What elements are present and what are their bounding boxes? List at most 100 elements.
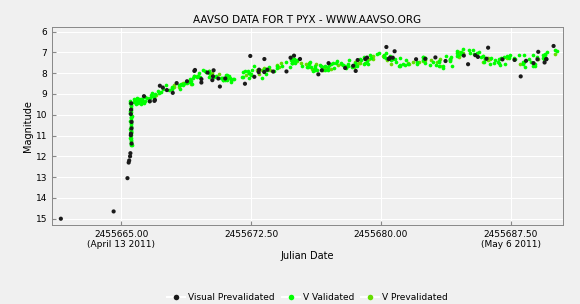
V Validated (225, 75, 234, 80)
V Validated (133, 97, 142, 102)
V Validated (126, 126, 135, 131)
V Validated (126, 125, 136, 130)
V Validated (194, 70, 204, 75)
V Prevalidated (309, 67, 318, 71)
V Validated (147, 93, 156, 98)
V Validated (126, 130, 136, 135)
V Prevalidated (404, 61, 414, 66)
Visual Prevalidated (533, 57, 542, 62)
V Validated (327, 62, 336, 67)
Visual Prevalidated (126, 151, 135, 156)
V Prevalidated (304, 60, 313, 65)
V Validated (135, 97, 144, 102)
V Validated (504, 56, 513, 61)
V Validated (139, 101, 148, 105)
V Validated (249, 64, 259, 69)
V Prevalidated (178, 81, 187, 86)
V Validated (126, 130, 136, 135)
V Validated (340, 64, 350, 68)
Visual Prevalidated (382, 45, 391, 50)
V Validated (490, 61, 499, 66)
V Validated (224, 73, 234, 78)
V Validated (329, 61, 338, 66)
V Validated (389, 56, 398, 61)
V Prevalidated (435, 56, 444, 61)
V Validated (445, 57, 454, 62)
V Prevalidated (419, 59, 428, 64)
V Prevalidated (273, 62, 282, 67)
V Validated (219, 78, 228, 83)
V Validated (425, 63, 434, 68)
V Prevalidated (254, 71, 263, 76)
V Validated (401, 62, 410, 67)
V Validated (520, 65, 530, 70)
V Prevalidated (149, 94, 158, 99)
V Prevalidated (260, 65, 269, 70)
V Validated (509, 56, 519, 60)
V Prevalidated (353, 62, 362, 67)
V Prevalidated (186, 82, 195, 87)
V Validated (374, 51, 383, 56)
V Validated (539, 57, 549, 62)
V Validated (226, 79, 235, 84)
V Validated (127, 114, 136, 119)
Visual Prevalidated (126, 107, 136, 112)
V Validated (321, 64, 330, 69)
V Validated (287, 60, 296, 65)
V Validated (365, 53, 374, 58)
Legend: Visual Prevalidated, V Validated, V Prevalidated: Visual Prevalidated, V Validated, V Prev… (167, 293, 448, 302)
V Validated (385, 54, 394, 59)
V Validated (550, 48, 560, 53)
V Validated (287, 60, 296, 65)
V Validated (345, 58, 354, 63)
V Validated (204, 71, 213, 75)
V Validated (420, 55, 429, 60)
V Prevalidated (326, 66, 335, 71)
V Validated (126, 122, 136, 127)
V Validated (218, 76, 227, 81)
Visual Prevalidated (250, 74, 259, 79)
V Validated (434, 64, 444, 68)
Visual Prevalidated (470, 53, 480, 58)
V Validated (289, 58, 299, 63)
Visual Prevalidated (516, 74, 525, 79)
V Prevalidated (480, 57, 490, 62)
Visual Prevalidated (182, 79, 191, 84)
V Validated (289, 57, 298, 61)
V Prevalidated (378, 54, 387, 59)
V Validated (394, 64, 404, 68)
V Validated (195, 74, 205, 79)
V Validated (458, 47, 467, 51)
V Validated (137, 99, 146, 104)
V Validated (126, 141, 135, 146)
V Validated (126, 108, 135, 112)
V Validated (418, 55, 427, 60)
Visual Prevalidated (158, 85, 168, 90)
V Validated (193, 74, 202, 79)
V Validated (190, 74, 199, 78)
V Prevalidated (403, 60, 412, 65)
V Validated (129, 100, 139, 105)
V Validated (146, 93, 155, 98)
V Validated (137, 97, 147, 102)
V Prevalidated (483, 56, 492, 60)
V Validated (136, 102, 146, 106)
Visual Prevalidated (255, 67, 264, 72)
V Validated (347, 63, 357, 68)
Visual Prevalidated (124, 160, 133, 165)
V Validated (325, 62, 334, 67)
V Validated (133, 98, 143, 103)
V Validated (505, 55, 514, 60)
V Validated (530, 61, 539, 66)
V Prevalidated (205, 72, 215, 77)
V Validated (452, 54, 462, 58)
V Validated (431, 63, 440, 67)
Visual Prevalidated (420, 56, 430, 61)
V Prevalidated (510, 56, 519, 61)
Visual Prevalidated (246, 54, 255, 58)
V Validated (532, 54, 542, 59)
V Validated (181, 81, 190, 85)
V Validated (222, 76, 231, 81)
Visual Prevalidated (459, 53, 469, 58)
V Prevalidated (296, 60, 305, 65)
